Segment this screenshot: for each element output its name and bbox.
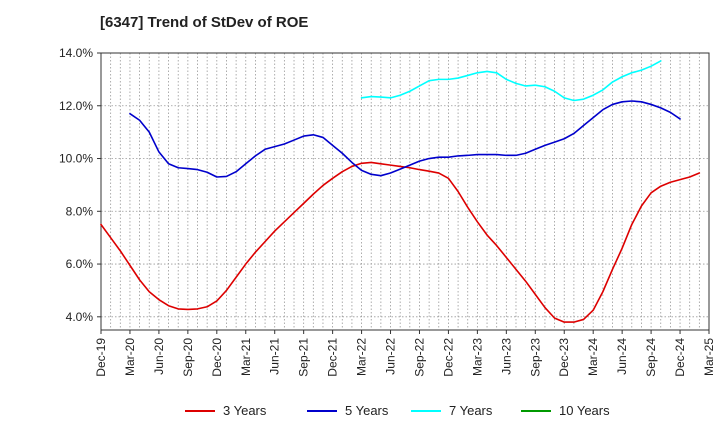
x-tick-label: Dec-20 — [210, 338, 224, 377]
y-tick-label: 6.0% — [66, 257, 94, 271]
x-tick-label: Jun-24 — [615, 338, 629, 375]
legend-item: 3 Years — [185, 403, 267, 418]
x-tick-label: Mar-24 — [586, 338, 600, 376]
x-tick-label: Dec-22 — [441, 338, 455, 377]
y-tick-label: 14.0% — [59, 46, 93, 60]
legend-item: 10 Years — [521, 403, 610, 418]
x-tick-label: Sep-23 — [528, 338, 542, 377]
legend-item: 7 Years — [411, 403, 493, 418]
legend-label: 5 Years — [345, 403, 389, 418]
y-tick-label: 10.0% — [59, 152, 93, 166]
legend-label: 7 Years — [449, 403, 493, 418]
x-tick-label: Sep-20 — [181, 338, 195, 377]
x-tick-label: Dec-23 — [557, 338, 571, 377]
legend-label: 3 Years — [223, 403, 267, 418]
series-line-5-years — [129, 100, 681, 178]
grid-layer — [101, 53, 709, 330]
y-tick-label: 4.0% — [66, 310, 94, 324]
x-tick-label: Jun-23 — [499, 338, 513, 375]
x-tick-label: Jun-20 — [152, 338, 166, 375]
chart-title: [6347] Trend of StDev of ROE — [100, 14, 309, 31]
series-line-3-years — [100, 161, 701, 323]
x-axis-ticks: Dec-19 Mar-20 Jun-20 Sep-20 Dec-20 Mar-21 Jun-… — [94, 330, 716, 377]
legend: 3 Years 5 Years 7 Years 10 Years — [185, 403, 610, 418]
y-tick-label: 8.0% — [66, 204, 94, 218]
x-tick-label: Jun-22 — [384, 338, 398, 375]
x-tick-label: Jun-21 — [268, 338, 282, 375]
x-tick-label: Sep-24 — [644, 338, 658, 377]
x-tick-label: Mar-20 — [123, 338, 137, 376]
plot-border — [100, 52, 710, 331]
series-layer — [100, 60, 701, 323]
y-axis-ticks: 4.0% 6.0% 8.0% 10.0% 12.0% 14.0% — [59, 46, 101, 324]
x-tick-label: Sep-22 — [412, 338, 426, 377]
legend-label: 10 Years — [559, 403, 610, 418]
x-tick-label: Sep-21 — [297, 338, 311, 377]
x-tick-label: Mar-21 — [239, 338, 253, 376]
x-tick-label: Mar-23 — [470, 338, 484, 376]
series-line-7-years — [360, 60, 662, 102]
plot-area — [101, 53, 709, 330]
y-tick-label: 12.0% — [59, 99, 93, 113]
x-tick-label: Mar-25 — [702, 338, 716, 376]
x-tick-label: Dec-24 — [673, 338, 687, 377]
x-tick-label: Mar-22 — [355, 338, 369, 376]
x-tick-label: Dec-21 — [326, 338, 340, 377]
x-tick-label: Dec-19 — [94, 338, 108, 377]
legend-item: 5 Years — [307, 403, 389, 418]
